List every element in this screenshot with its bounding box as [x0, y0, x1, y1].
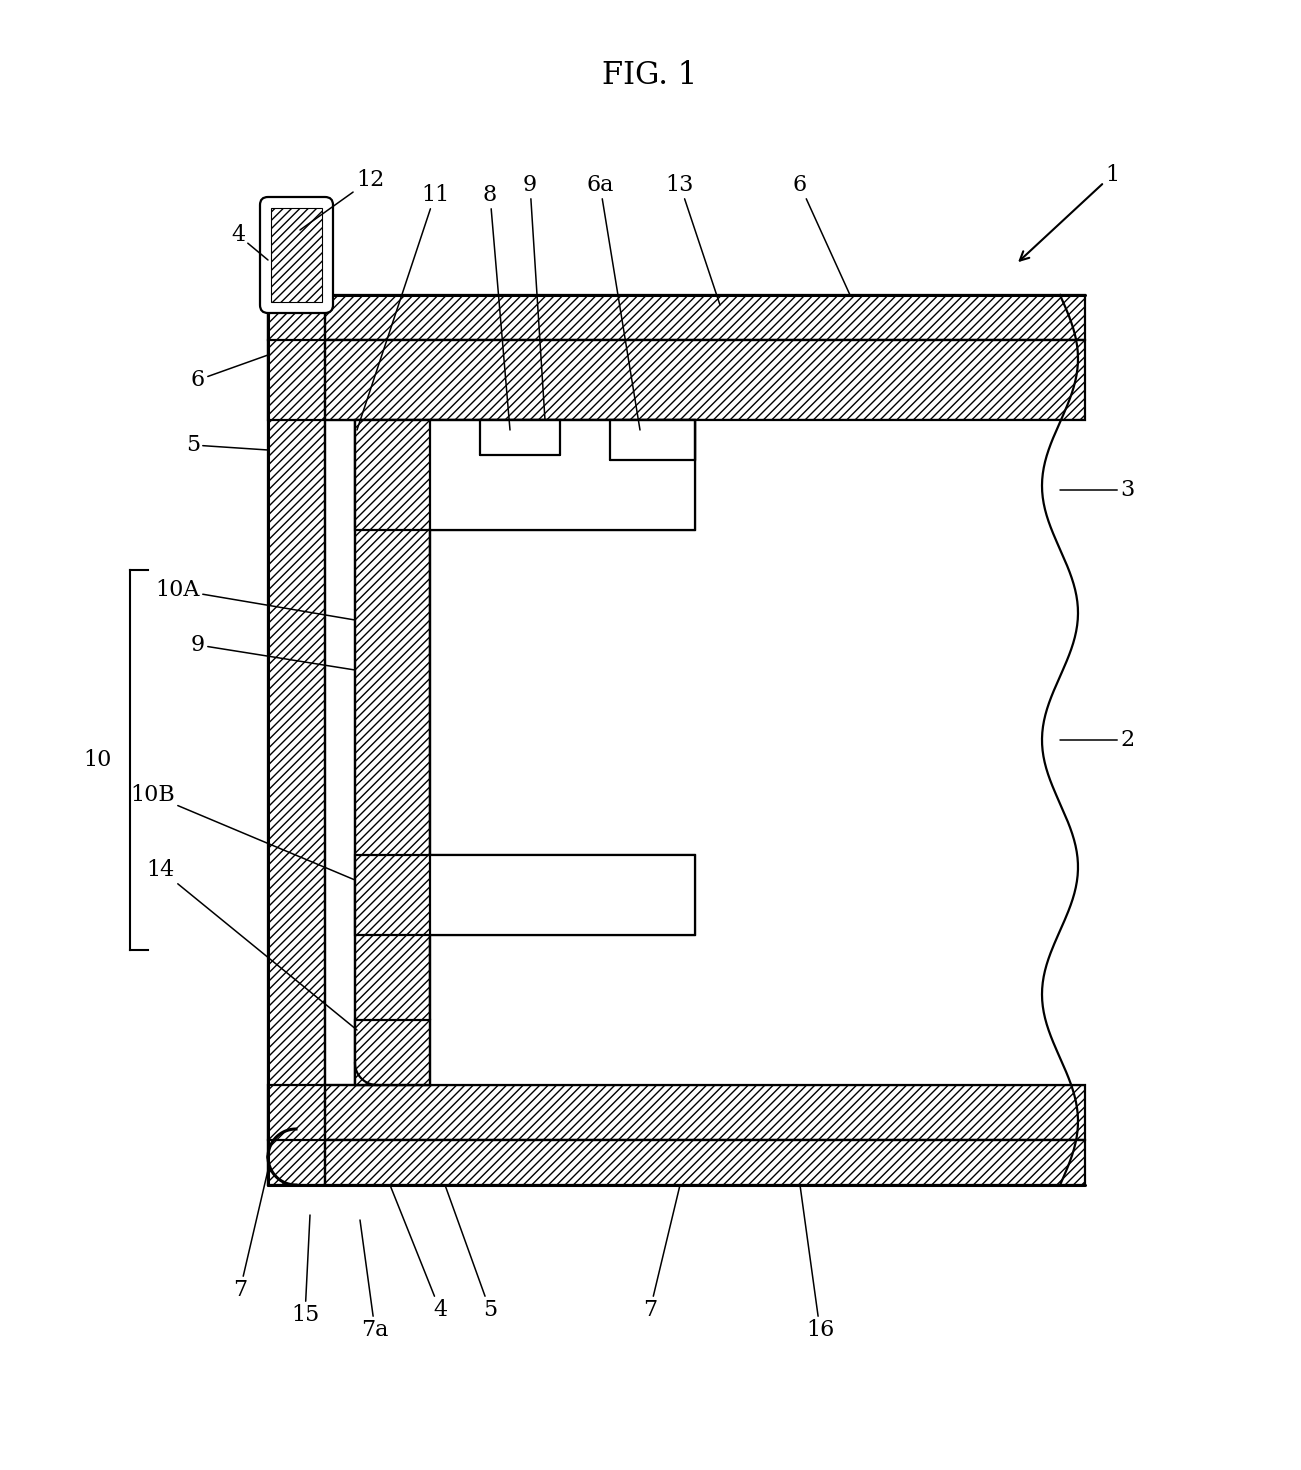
- Bar: [268, 204, 325, 304]
- Text: 6: 6: [191, 354, 268, 391]
- Bar: [268, 340, 1085, 420]
- Bar: [268, 295, 1085, 340]
- Bar: [355, 420, 695, 531]
- Text: 15: 15: [291, 1216, 319, 1326]
- Text: 1: 1: [1020, 165, 1119, 260]
- Bar: [271, 207, 323, 301]
- Text: 5: 5: [445, 1185, 497, 1322]
- Text: 12: 12: [301, 169, 384, 229]
- Bar: [268, 1141, 1085, 1185]
- Bar: [431, 856, 695, 935]
- Text: 6a: 6a: [587, 173, 640, 431]
- Bar: [610, 420, 695, 460]
- Text: 9: 9: [191, 634, 355, 670]
- Text: 10: 10: [83, 750, 112, 770]
- Text: 7: 7: [643, 1185, 680, 1322]
- Bar: [355, 420, 431, 1085]
- Bar: [268, 295, 325, 1185]
- Text: 9: 9: [523, 173, 545, 420]
- Text: 5: 5: [186, 434, 268, 456]
- Bar: [355, 1020, 431, 1085]
- Bar: [355, 856, 695, 935]
- Text: FIG. 1: FIG. 1: [602, 59, 697, 91]
- Text: 10A: 10A: [156, 579, 355, 620]
- Text: 13: 13: [666, 173, 719, 304]
- Text: 8: 8: [483, 184, 510, 431]
- Text: 2: 2: [1060, 729, 1134, 751]
- Bar: [431, 420, 1085, 1085]
- Text: 6: 6: [792, 173, 850, 295]
- Text: 14: 14: [147, 858, 356, 1030]
- Bar: [431, 420, 695, 531]
- Text: 7a: 7a: [360, 1220, 389, 1341]
- Text: 3: 3: [1060, 479, 1134, 501]
- Text: 10B: 10B: [130, 784, 355, 881]
- Text: 16: 16: [800, 1185, 834, 1341]
- Bar: [480, 420, 559, 456]
- Text: 11: 11: [356, 184, 449, 431]
- FancyBboxPatch shape: [260, 197, 333, 313]
- Text: 4: 4: [230, 223, 268, 260]
- Text: 7: 7: [233, 1170, 268, 1301]
- Bar: [268, 1085, 1085, 1141]
- Text: 4: 4: [390, 1185, 448, 1322]
